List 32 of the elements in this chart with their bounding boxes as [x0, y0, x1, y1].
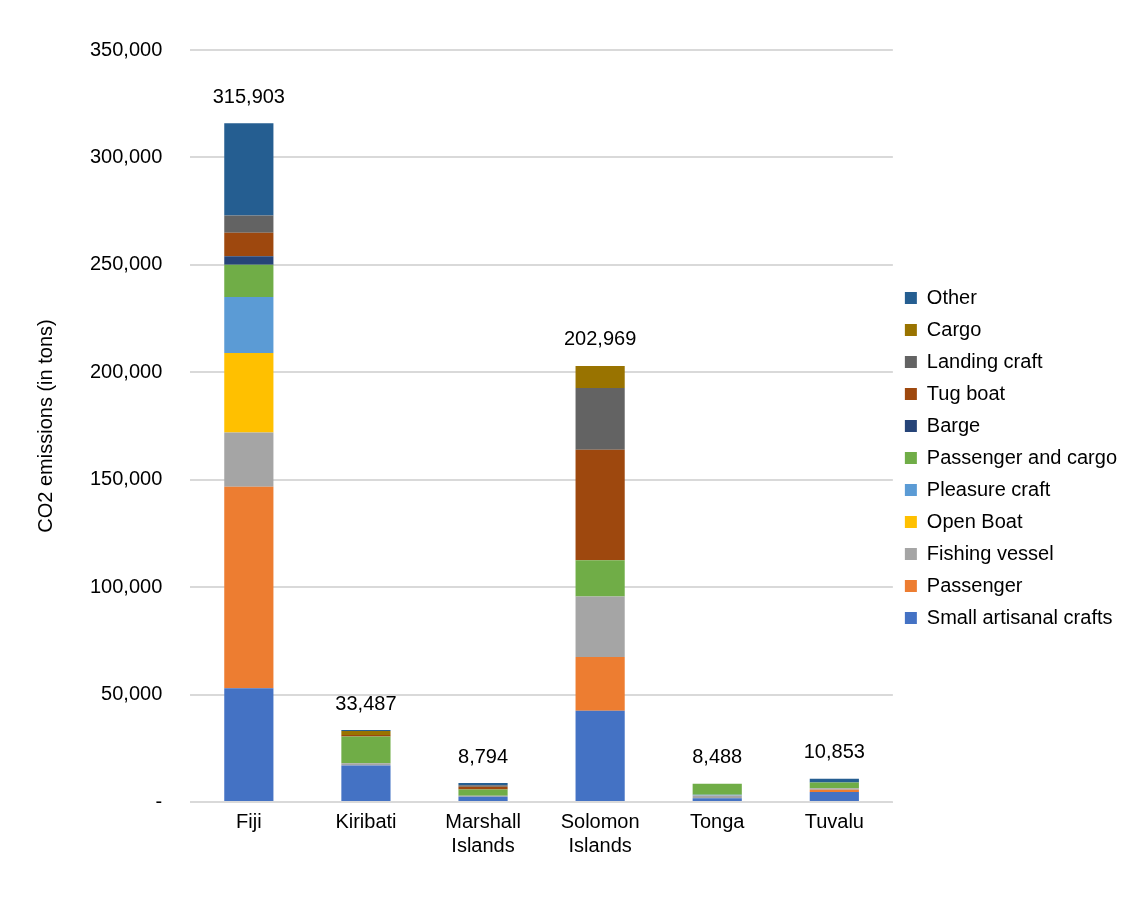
legend-label: Passenger	[926, 573, 1023, 596]
x-tick-label: Tonga	[689, 809, 746, 832]
total-label: 202,969	[563, 327, 637, 350]
y-tick-label: 250,000	[90, 252, 163, 275]
total-label: 8,488	[692, 745, 743, 768]
total-label: 10,853	[803, 740, 865, 763]
y-axis-title: CO2 emissions (in tons)	[33, 319, 56, 533]
legend-label: Landing craft	[926, 349, 1043, 372]
total-label: 33,487	[335, 691, 397, 714]
total-label: 315,903	[212, 84, 285, 107]
legend-label: Tug boat	[926, 381, 1006, 404]
y-tick-label: -	[155, 789, 163, 812]
y-tick-label: 100,000	[90, 574, 163, 597]
legend-label: Fishing vessel	[926, 541, 1054, 564]
x-tick-label: Tuvalu	[804, 809, 864, 832]
y-tick-label: 150,000	[90, 467, 163, 490]
x-tick-label: Kiribati	[335, 809, 397, 832]
x-tick-label: Solomon Islands	[560, 809, 640, 856]
legend-label: Open Boat	[926, 509, 1023, 532]
legend-label: Barge	[926, 413, 981, 436]
y-tick-label: 50,000	[101, 682, 163, 705]
y-tick-label: 300,000	[90, 144, 163, 167]
legend-label: Small artisanal crafts	[926, 605, 1113, 628]
legend-label: Passenger and cargo	[926, 445, 1118, 468]
legend-label: Other	[926, 285, 978, 308]
legend-label: Cargo	[926, 317, 982, 340]
x-tick-label: Fiji	[236, 809, 262, 832]
x-tick-label: Marshall Islands	[445, 809, 521, 856]
total-label: 8,794	[458, 744, 509, 767]
y-tick-label: 350,000	[90, 37, 163, 60]
y-tick-label: 200,000	[90, 359, 163, 382]
legend-label: Pleasure craft	[926, 477, 1051, 500]
